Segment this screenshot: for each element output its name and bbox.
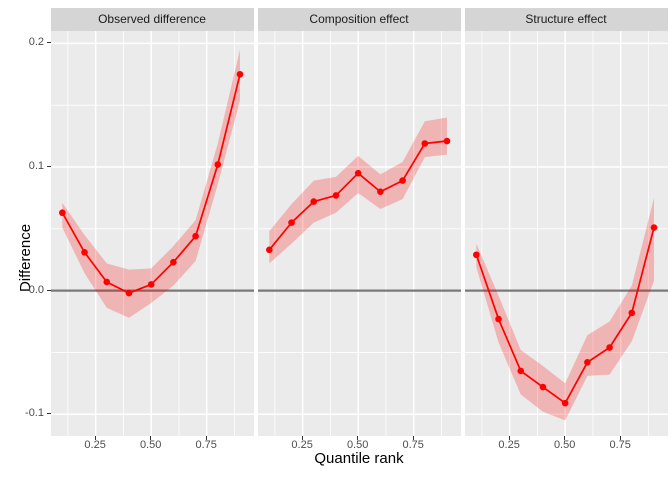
facet-strip: Composition effect — [257, 8, 461, 31]
y-tick-mark — [46, 42, 51, 44]
data-point — [494, 315, 502, 322]
facet-strip: Structure effect — [464, 8, 668, 31]
x-tick-mark — [564, 436, 566, 440]
data-point — [420, 139, 428, 147]
data-point — [58, 208, 66, 216]
data-point — [147, 280, 154, 288]
x-tick-label: 0.75 — [609, 439, 631, 451]
x-tick-label: 0.50 — [139, 439, 162, 451]
data-point — [443, 137, 450, 144]
data-point — [213, 160, 221, 168]
y-tick-mark — [46, 413, 51, 415]
panel-2 — [257, 30, 461, 436]
data-point — [561, 399, 568, 406]
panel-1 — [50, 30, 254, 436]
x-tick-label: 0.25 — [84, 439, 106, 451]
confidence-ribbon — [268, 117, 447, 263]
y-tick-label: 0.1 — [28, 159, 44, 172]
x-tick-label: 0.50 — [553, 439, 576, 451]
data-point — [605, 343, 613, 351]
data-point — [309, 197, 317, 205]
data-point — [650, 223, 657, 231]
x-tick-mark — [301, 436, 303, 440]
panel-3 — [464, 30, 668, 436]
data-point — [236, 70, 243, 78]
data-point — [125, 289, 132, 296]
x-tick-mark — [619, 436, 621, 440]
data-point — [169, 258, 177, 265]
data-point — [516, 367, 524, 374]
x-tick-label: 0.25 — [291, 439, 313, 451]
data-point — [376, 187, 384, 195]
data-point — [627, 309, 635, 316]
y-tick-label: 0.2 — [28, 36, 44, 49]
data-point — [191, 232, 199, 240]
data-point — [583, 358, 591, 366]
x-tick-mark — [412, 436, 414, 440]
x-tick-label: 0.75 — [402, 439, 424, 451]
y-axis-title: Difference — [17, 223, 34, 293]
data-point — [354, 169, 361, 176]
x-tick-mark — [508, 436, 510, 440]
facet-strip: Observed difference — [50, 8, 254, 31]
panel-background — [257, 30, 461, 436]
data-point — [80, 248, 88, 256]
panel-background — [50, 30, 254, 436]
y-tick-label: -0.1 — [25, 407, 44, 420]
facet-strip-label: Composition effect — [309, 12, 409, 27]
y-tick-label: 0.0 — [28, 283, 44, 296]
x-tick-label: 0.75 — [195, 439, 217, 451]
x-tick-label: 0.25 — [498, 439, 520, 451]
x-tick-mark — [150, 436, 152, 440]
x-tick-mark — [357, 436, 359, 440]
data-point — [539, 383, 546, 390]
facet-strip-label: Structure effect — [525, 12, 607, 27]
data-point — [398, 176, 406, 184]
x-tick-label: 0.50 — [346, 439, 369, 451]
facet-strip-label: Observed difference — [98, 12, 206, 27]
x-tick-mark — [205, 436, 207, 440]
y-tick-mark — [46, 165, 51, 167]
x-tick-mark — [94, 436, 96, 440]
confidence-ribbon — [61, 49, 240, 318]
confidence-ribbon — [475, 197, 654, 420]
y-tick-mark — [46, 289, 51, 291]
panel-background — [464, 30, 668, 436]
data-point — [265, 246, 273, 253]
x-axis-title: Quantile rank — [314, 450, 404, 467]
data-point — [102, 278, 110, 285]
data-point — [472, 250, 480, 258]
data-point — [332, 191, 339, 199]
data-point — [287, 218, 295, 226]
